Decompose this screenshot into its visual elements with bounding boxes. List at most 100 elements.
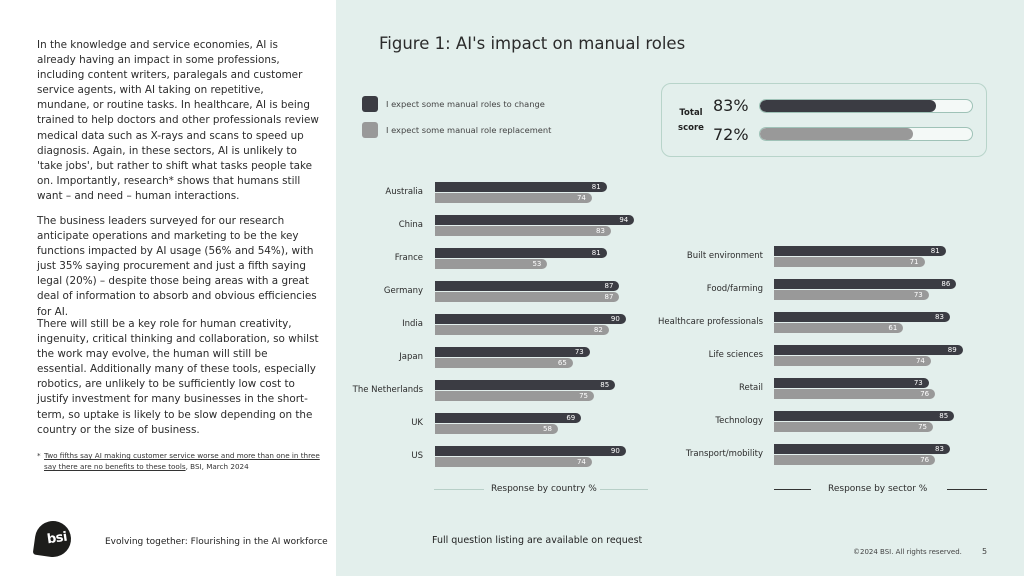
paragraph-3: There will still be a key role for human…	[37, 318, 319, 436]
category-label-india: India	[402, 319, 423, 329]
total-change-track	[759, 99, 973, 113]
sector-axis-rule-left	[774, 489, 811, 490]
bar-germany-replacement: 87	[435, 292, 620, 302]
country-axis-rule-left	[434, 489, 484, 490]
bar-value-label: 85	[939, 412, 949, 420]
bar-the-netherlands-change: 85	[435, 380, 616, 390]
total-score-label: Total score	[676, 106, 706, 136]
total-change-fill	[760, 100, 936, 112]
bar-value-label: 74	[915, 357, 925, 365]
footnote-mark: *	[37, 451, 41, 460]
category-label-built-environment: Built environment	[686, 251, 763, 261]
bar-value-label: 71	[909, 258, 919, 266]
bar-value-label: 85	[600, 381, 610, 389]
bar-germany-change: 87	[435, 281, 620, 291]
bar-value-label: 82	[593, 326, 603, 334]
bar-value-label: 89	[947, 346, 957, 354]
bar-value-label: 86	[941, 280, 951, 288]
bar-value-label: 90	[610, 447, 620, 455]
bar-healthcare-professionals-change: 83	[774, 312, 950, 322]
bar-value-label: 94	[619, 216, 629, 224]
bar-healthcare-professionals-replacement: 61	[774, 323, 904, 333]
figure-title: Figure 1: AI's impact on manual roles	[379, 34, 686, 53]
bar-us-replacement: 74	[435, 457, 592, 467]
total-label-line1: Total	[679, 108, 703, 118]
bar-built-environment-replacement: 71	[774, 257, 925, 267]
category-label-us: US	[411, 451, 423, 461]
bar-value-label: 74	[576, 458, 586, 466]
bar-value-label: 58	[543, 425, 552, 433]
bar-value-label: 83	[596, 227, 605, 235]
bar-value-label: 74	[576, 194, 586, 202]
bar-value-label: 87	[604, 293, 614, 301]
bar-uk-replacement: 58	[435, 424, 558, 434]
legend-label-replacement: I expect some manual role replacement	[386, 125, 552, 135]
bar-japan-change: 73	[435, 347, 590, 357]
country-axis-title: Response by country %	[491, 484, 597, 494]
category-label-healthcare-professionals: Healthcare professionals	[658, 317, 763, 327]
bar-life-sciences-change: 89	[774, 345, 963, 355]
bar-value-label: 81	[930, 247, 940, 255]
bar-value-label: 76	[920, 390, 930, 398]
category-label-china: China	[398, 220, 423, 230]
category-label-the-netherlands: The Netherlands	[352, 385, 423, 395]
category-label-australia: Australia	[385, 187, 423, 197]
footnote-link[interactable]: Two fifths say AI making customer servic…	[44, 451, 320, 471]
bar-japan-replacement: 65	[435, 358, 573, 368]
total-replacement-fill	[760, 128, 913, 140]
category-label-food-farming: Food/farming	[706, 284, 763, 294]
bar-value-label: 65	[557, 359, 567, 367]
copyright: ©2024 BSI. All rights reserved.	[853, 548, 962, 556]
bar-france-change: 81	[435, 248, 607, 258]
total-score-box	[661, 83, 987, 157]
legend-swatch-replacement	[362, 122, 378, 138]
bar-uk-change: 69	[435, 413, 582, 423]
bar-food-farming-replacement: 73	[774, 290, 929, 300]
bar-value-label: 53	[532, 260, 542, 268]
bar-built-environment-change: 81	[774, 246, 946, 256]
bar-india-change: 90	[435, 314, 626, 324]
bar-the-netherlands-replacement: 75	[435, 391, 594, 401]
category-label-germany: Germany	[383, 286, 423, 296]
bar-value-label: 61	[888, 324, 898, 332]
bar-retail-change: 73	[774, 378, 929, 388]
legend-swatch-change	[362, 96, 378, 112]
total-replacement-percent: 72%	[713, 125, 749, 144]
bar-us-change: 90	[435, 446, 626, 456]
sector-axis-rule-right	[947, 489, 987, 490]
category-label-japan: Japan	[399, 352, 423, 362]
question-listing-note: Full question listing are available on r…	[432, 535, 643, 546]
bar-value-label: 81	[591, 249, 601, 257]
bar-transport-mobility-change: 83	[774, 444, 950, 454]
bar-life-sciences-replacement: 74	[774, 356, 931, 366]
bar-china-replacement: 83	[435, 226, 611, 236]
bar-technology-change: 85	[774, 411, 955, 421]
category-label-retail: Retail	[738, 383, 763, 393]
bar-value-label: 81	[591, 183, 601, 191]
bar-transport-mobility-replacement: 76	[774, 455, 936, 465]
paragraph-2: The business leaders surveyed for our re…	[37, 215, 317, 318]
bar-value-label: 73	[574, 348, 584, 356]
paragraph-1: In the knowledge and service economies, …	[37, 39, 319, 202]
page-number: 5	[982, 547, 988, 556]
total-change-percent: 83%	[713, 96, 749, 115]
bar-value-label: 75	[579, 392, 588, 400]
bar-retail-replacement: 76	[774, 389, 936, 399]
bar-value-label: 76	[920, 456, 930, 464]
footnote-source: , BSI, March 2024	[185, 462, 249, 471]
bar-france-replacement: 53	[435, 259, 548, 269]
legend-label-change: I expect some manual roles to change	[386, 99, 545, 109]
category-label-transport-mobility: Transport/mobility	[685, 449, 763, 459]
bar-australia-change: 81	[435, 182, 607, 192]
footnote: * Two fifths say AI making customer serv…	[37, 450, 327, 472]
bar-value-label: 83	[935, 445, 944, 453]
category-label-technology: Technology	[715, 416, 763, 426]
category-label-uk: UK	[411, 418, 423, 428]
bar-value-label: 73	[913, 379, 923, 387]
bar-value-label: 73	[913, 291, 923, 299]
bar-value-label: 87	[604, 282, 614, 290]
bar-food-farming-change: 86	[774, 279, 957, 289]
bar-australia-replacement: 74	[435, 193, 592, 203]
document-title: Evolving together: Flourishing in the AI…	[105, 537, 328, 547]
bar-value-label: 90	[610, 315, 620, 323]
